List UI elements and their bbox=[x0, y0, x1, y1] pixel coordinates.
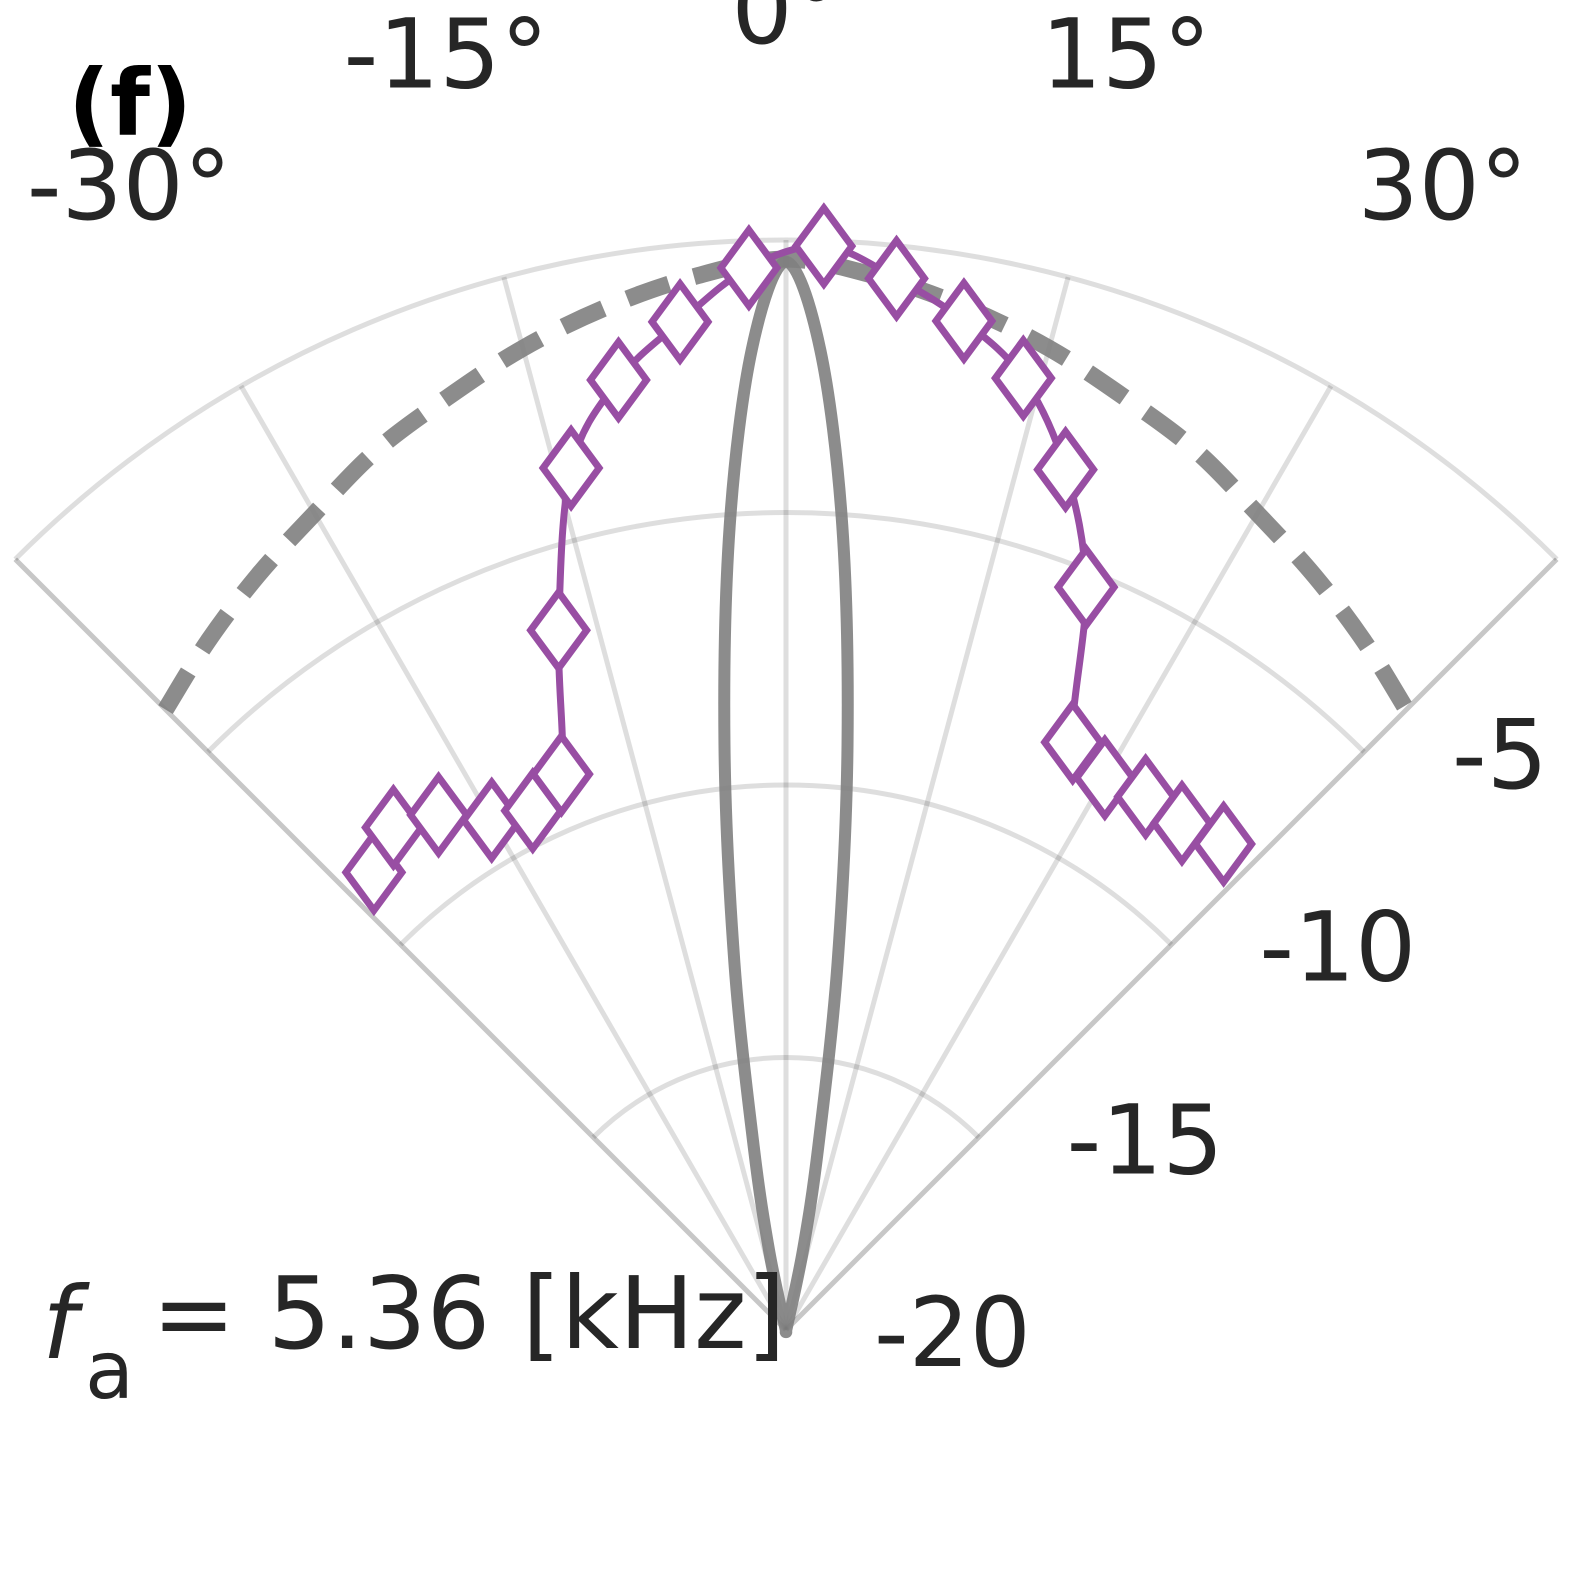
measured-point bbox=[716, 223, 782, 312]
grid-ring bbox=[398, 782, 1174, 947]
frequency-annotation: f a = 5.36 [kHz] bbox=[42, 1255, 786, 1417]
measured-point bbox=[406, 771, 471, 859]
angle-tick-label: 15° bbox=[1041, 0, 1211, 111]
panel-label: (f) bbox=[68, 50, 192, 157]
measured-point bbox=[1191, 800, 1256, 888]
radial-tick-label: -5 bbox=[1452, 699, 1548, 811]
reference-solid-line bbox=[718, 255, 854, 1339]
frequency-value: = 5.36 [kHz] bbox=[152, 1255, 786, 1372]
measured-point bbox=[529, 730, 594, 819]
measured-point bbox=[526, 586, 591, 675]
grid-ring bbox=[206, 509, 1366, 754]
measured-point bbox=[1033, 425, 1098, 514]
svg-text:f: f bbox=[42, 1265, 90, 1382]
measured-point bbox=[791, 202, 857, 291]
measured-point bbox=[586, 336, 651, 424]
radial-tick-label: -10 bbox=[1259, 892, 1416, 1004]
label-layer: -30° -15° 0° 15° 30° -5 -10 -15 -20 bbox=[27, 0, 1548, 1389]
series-layer bbox=[158, 202, 1414, 1339]
measured-point bbox=[864, 234, 929, 323]
angle-tick-label: -30° bbox=[27, 130, 232, 242]
polar-grid bbox=[13, 237, 1559, 1332]
radial-tick-label: -15 bbox=[1067, 1084, 1224, 1196]
grid-spoke bbox=[783, 276, 1071, 1331]
measured-point bbox=[647, 277, 713, 366]
measured-point bbox=[990, 334, 1056, 423]
grid-ring bbox=[591, 1054, 981, 1140]
angle-tick-label: 30° bbox=[1358, 130, 1528, 242]
measured-point bbox=[1053, 543, 1119, 632]
frequency-symbol: f bbox=[42, 1265, 90, 1382]
radial-tick-label: -20 bbox=[874, 1277, 1031, 1389]
grid-edge bbox=[13, 557, 788, 1332]
grid-spoke bbox=[238, 384, 789, 1332]
frequency-subscript: a bbox=[85, 1324, 134, 1417]
grid-edge bbox=[784, 557, 1559, 1332]
grid-ring bbox=[13, 237, 1559, 562]
measured-point bbox=[931, 277, 997, 365]
angle-tick-label: 0° bbox=[731, 0, 840, 66]
angle-tick-label: -15° bbox=[344, 0, 549, 111]
measured-point bbox=[538, 424, 604, 512]
grid-spoke bbox=[783, 384, 1334, 1332]
